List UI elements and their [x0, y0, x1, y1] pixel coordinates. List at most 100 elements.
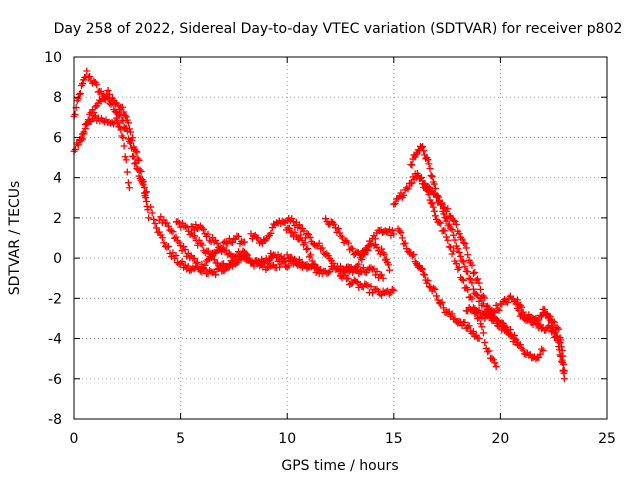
plot-frame — [73, 56, 608, 420]
data-point — [539, 347, 547, 355]
data-point — [368, 235, 376, 243]
data-point — [397, 229, 405, 237]
data-point — [124, 119, 132, 127]
data-point — [285, 262, 293, 270]
data-point — [445, 220, 453, 228]
data-point — [410, 250, 418, 258]
data-point — [555, 346, 563, 354]
data-point — [430, 180, 438, 188]
data-point — [122, 124, 130, 132]
data-point — [438, 199, 446, 207]
data-point — [452, 221, 460, 229]
data-point — [462, 244, 470, 252]
data-point — [86, 73, 94, 81]
y-tick-label: 0 — [53, 251, 62, 267]
data-point — [403, 184, 411, 192]
data-point — [429, 203, 437, 211]
grid-layer — [74, 57, 607, 419]
data-point — [554, 337, 562, 345]
data-point — [420, 147, 428, 155]
data-point — [80, 130, 88, 138]
data-point — [191, 232, 199, 240]
data-point — [150, 215, 158, 223]
data-point — [291, 228, 299, 236]
data-point — [142, 194, 150, 202]
y-tick-label: 10 — [44, 50, 62, 66]
data-point — [428, 173, 436, 181]
data-point — [491, 359, 499, 367]
data-point — [209, 252, 217, 260]
data-point — [303, 264, 311, 272]
data-point — [295, 256, 303, 264]
data-point — [535, 316, 543, 324]
data-point — [196, 267, 204, 275]
data-point — [457, 234, 465, 242]
data-point — [329, 259, 337, 267]
data-point — [548, 318, 556, 326]
data-point — [451, 236, 459, 244]
data-point — [444, 205, 452, 213]
data-point — [479, 329, 487, 337]
data-point — [160, 216, 168, 224]
data-point — [467, 275, 475, 283]
data-point — [380, 251, 388, 259]
data-point — [195, 236, 203, 244]
data-point — [465, 274, 473, 282]
data-point — [199, 225, 207, 233]
data-point — [181, 245, 189, 253]
data-point — [222, 246, 230, 254]
data-point — [142, 198, 150, 206]
data-point — [74, 95, 82, 103]
y-tick-label: 4 — [53, 171, 62, 187]
data-point — [478, 323, 486, 331]
x-axis-title: GPS time / hours — [281, 458, 398, 474]
data-point — [178, 247, 186, 255]
data-point — [244, 251, 252, 259]
data-point — [438, 298, 446, 306]
data-point — [475, 335, 483, 343]
data-point — [376, 290, 384, 298]
data-point — [226, 263, 234, 271]
data-point — [132, 147, 140, 155]
data-point — [538, 345, 546, 353]
data-point — [136, 166, 144, 174]
data-point — [448, 310, 456, 318]
data-point — [464, 268, 472, 276]
data-point — [204, 247, 212, 255]
data-point — [555, 343, 563, 351]
data-point — [555, 325, 563, 333]
data-point — [477, 320, 485, 328]
data-point — [390, 230, 398, 238]
data-point — [364, 282, 372, 290]
data-point — [515, 306, 523, 314]
data-point — [501, 322, 509, 330]
data-point — [245, 254, 253, 262]
data-point — [118, 103, 126, 111]
data-point — [420, 270, 428, 278]
data-point — [113, 114, 121, 122]
data-point — [449, 216, 457, 224]
data-point — [83, 67, 91, 75]
data-point — [361, 250, 369, 258]
data-point — [452, 260, 460, 268]
data-point — [163, 219, 171, 227]
data-point — [474, 275, 482, 283]
data-point — [333, 263, 341, 271]
data-point — [484, 348, 492, 356]
data-point — [557, 352, 565, 360]
data-point — [201, 265, 209, 273]
data-point — [131, 160, 139, 168]
data-point — [198, 224, 206, 232]
data-point — [138, 176, 146, 184]
data-point — [311, 264, 319, 272]
data-point — [400, 240, 408, 248]
data-point — [469, 285, 477, 293]
axis-ticks: 0 5 10 15 20 25 -8 -6 -4 -2 0 2 4 6 8 10 — [44, 50, 616, 447]
data-point — [285, 255, 293, 263]
data-point — [437, 219, 445, 227]
data-point — [224, 264, 232, 272]
data-point — [110, 120, 118, 128]
data-point — [431, 212, 439, 220]
data-point — [424, 277, 432, 285]
data-point — [419, 143, 427, 151]
